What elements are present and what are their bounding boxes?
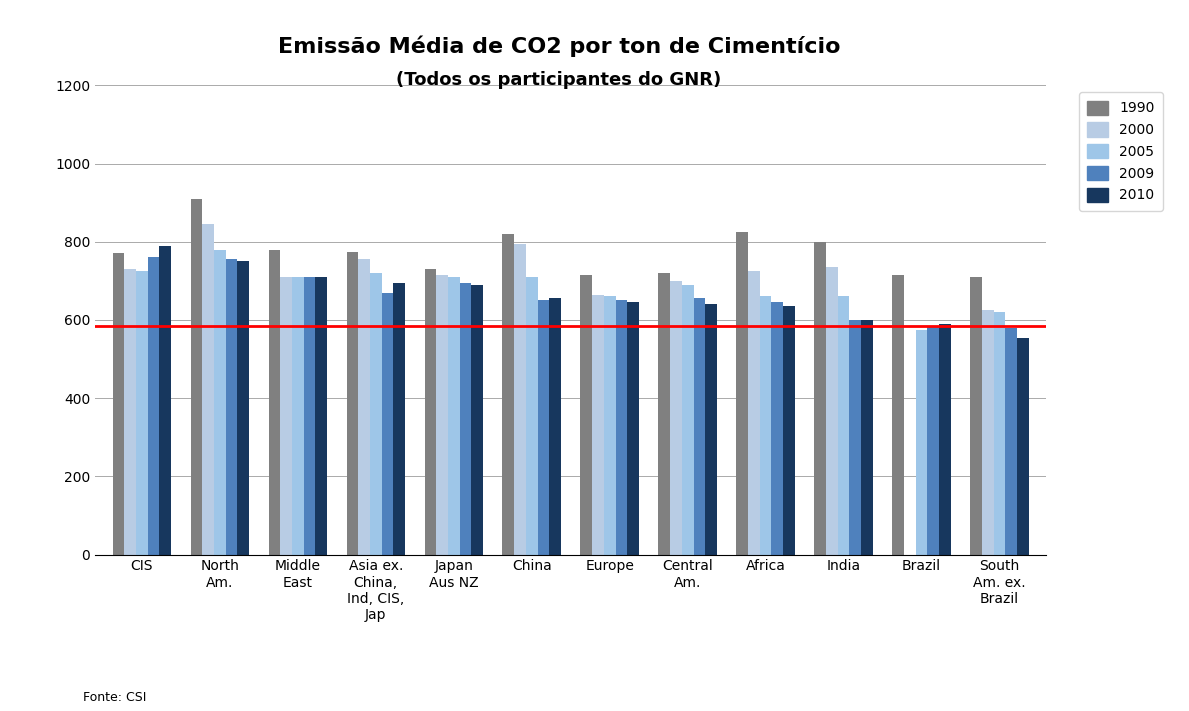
Bar [214, 250, 226, 555]
Bar [580, 275, 592, 555]
Bar [436, 275, 448, 555]
Bar [927, 326, 939, 555]
Bar [136, 271, 147, 555]
Bar [370, 273, 382, 555]
Legend: 1990, 2000, 2005, 2009, 2010: 1990, 2000, 2005, 2009, 2010 [1080, 92, 1163, 210]
Bar [693, 299, 705, 555]
Bar [604, 296, 616, 555]
Bar [616, 300, 628, 555]
Bar [394, 283, 405, 555]
Bar [202, 224, 214, 555]
Bar [970, 277, 982, 555]
Bar [814, 242, 826, 555]
Bar [281, 277, 292, 555]
Bar [849, 320, 861, 555]
Bar [659, 273, 671, 555]
Bar [628, 302, 638, 555]
Bar [424, 269, 436, 555]
Bar [681, 284, 693, 555]
Bar [1006, 328, 1017, 555]
Bar [471, 284, 483, 555]
Bar [861, 320, 873, 555]
Bar [147, 257, 159, 555]
Bar [784, 306, 795, 555]
Bar [592, 294, 604, 555]
Bar [460, 283, 471, 555]
Bar [838, 296, 849, 555]
Bar [448, 277, 460, 555]
Bar [382, 293, 394, 555]
Bar [269, 250, 281, 555]
Bar [736, 232, 748, 555]
Bar [939, 324, 951, 555]
Text: (Todos os participantes do GNR): (Todos os participantes do GNR) [396, 71, 722, 89]
Bar [549, 299, 561, 555]
Bar [358, 260, 370, 555]
Bar [772, 302, 784, 555]
Bar [892, 275, 904, 555]
Bar [537, 300, 549, 555]
Bar [705, 304, 717, 555]
Bar [760, 296, 772, 555]
Bar [226, 260, 238, 555]
Bar [916, 330, 927, 555]
Bar [526, 277, 537, 555]
Bar [190, 199, 202, 555]
Bar [292, 277, 303, 555]
Bar [113, 253, 125, 555]
Bar [346, 252, 358, 555]
Bar [159, 245, 171, 555]
Bar [503, 234, 514, 555]
Bar [303, 277, 315, 555]
Bar [748, 271, 760, 555]
Bar [826, 267, 838, 555]
Bar [994, 312, 1006, 555]
Bar [514, 244, 526, 555]
Bar [125, 269, 136, 555]
Text: Emissão Média de CO2 por ton de Cimentício: Emissão Média de CO2 por ton de Cimentíc… [277, 36, 841, 57]
Bar [238, 262, 250, 555]
Bar [1017, 338, 1028, 555]
Text: Fonte: CSI: Fonte: CSI [83, 691, 146, 704]
Bar [982, 310, 994, 555]
Bar [315, 277, 327, 555]
Bar [671, 281, 681, 555]
